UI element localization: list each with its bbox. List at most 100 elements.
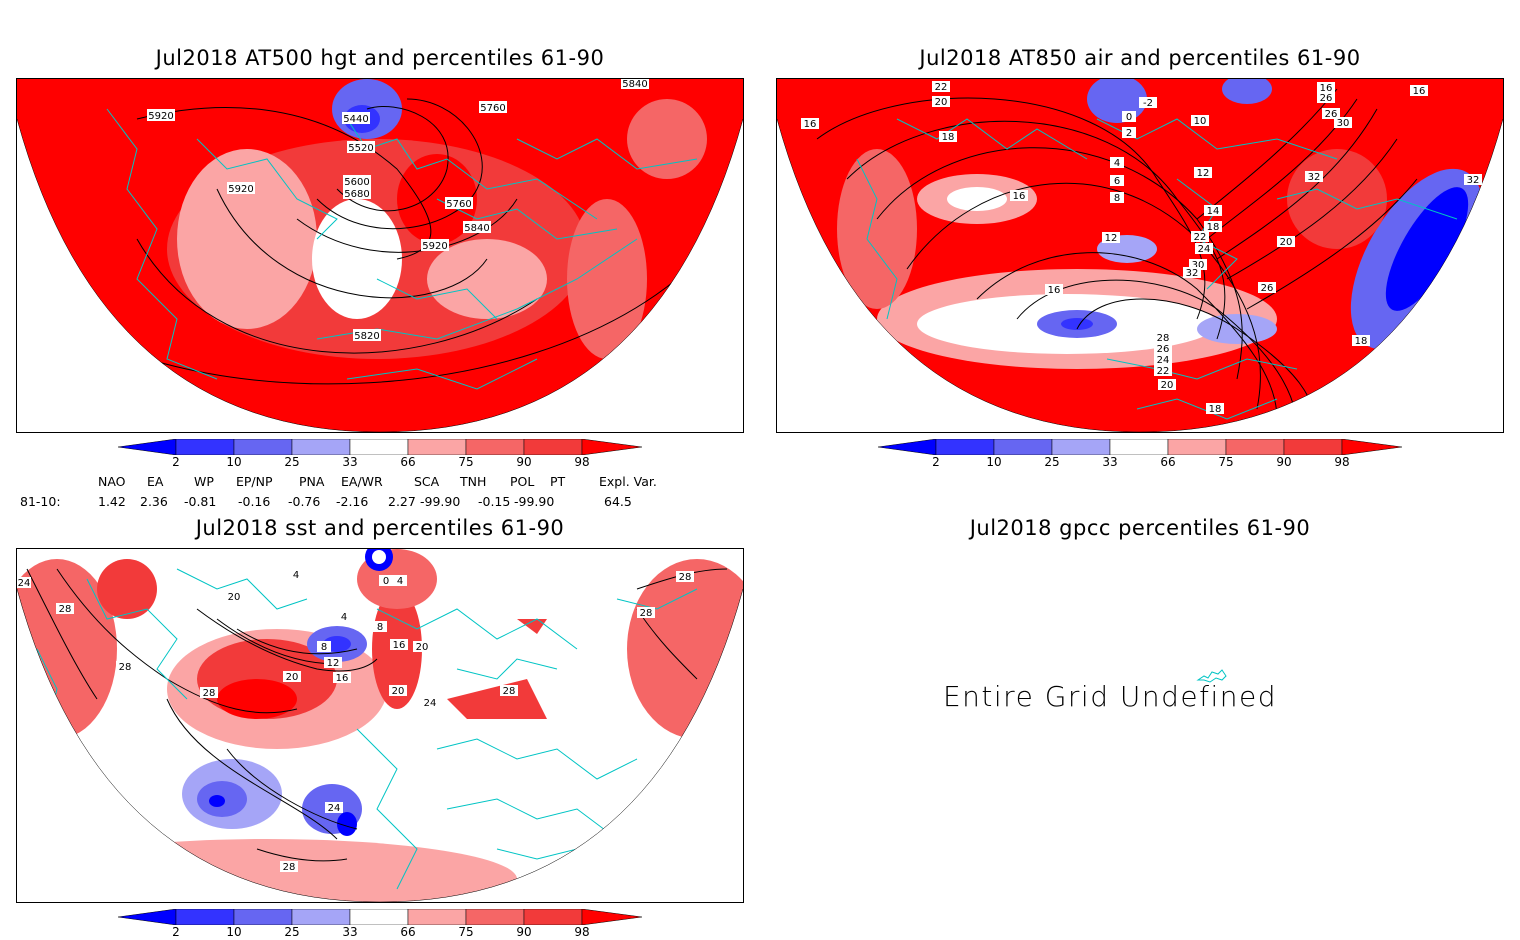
svg-text:5600: 5600 (344, 177, 369, 188)
colorbar-tick: 75 (1218, 455, 1234, 469)
svg-text:8: 8 (377, 622, 383, 633)
contour-label: 24 (421, 697, 439, 709)
contour-label: 28 (200, 687, 218, 699)
index-header: PT (550, 474, 566, 489)
contour-label: 26 (1258, 282, 1276, 294)
svg-text:20: 20 (1161, 380, 1174, 391)
contour-label: 16 (1317, 82, 1335, 94)
contour-label: 0 (379, 575, 393, 587)
contour-label: 26 (1322, 108, 1340, 120)
index-header: TNH (460, 474, 487, 489)
svg-text:28: 28 (1157, 333, 1170, 344)
svg-text:26: 26 (1157, 344, 1170, 355)
contour-label: 5520 (347, 141, 375, 154)
contour-label: 32 (1183, 267, 1201, 279)
svg-text:16: 16 (1048, 285, 1061, 296)
svg-text:20: 20 (1280, 237, 1293, 248)
contour-label: 20 (389, 685, 407, 697)
svg-text:18: 18 (1355, 336, 1368, 347)
contour-label: 5680 (343, 187, 371, 200)
index-header: EP/NP (236, 474, 273, 489)
contour-label: 5920 (147, 109, 175, 122)
svg-text:24: 24 (328, 803, 341, 814)
contour-label: 28 (676, 571, 694, 583)
svg-text:22: 22 (935, 82, 948, 93)
svg-text:-2: -2 (1143, 98, 1153, 109)
map-at850-air: 22 20 18 16 -2 0 2 10 4 6 8 12 16 16 12 … (776, 78, 1504, 433)
svg-text:4: 4 (341, 612, 347, 623)
svg-text:4: 4 (293, 570, 299, 581)
contour-label: 5820 (353, 329, 381, 342)
colorbar-tick: 90 (1276, 455, 1292, 469)
svg-text:28: 28 (503, 686, 516, 697)
colorbar-tick: 2 (172, 925, 180, 939)
contour-label: 5920 (421, 239, 449, 252)
colorbar-tick: 33 (342, 455, 358, 469)
contour-label: 4 (393, 575, 407, 587)
panel-title-at500: Jul2018 AT500 hgt and percentiles 61-90 (155, 46, 605, 70)
svg-text:4: 4 (397, 576, 403, 587)
index-value: -99.90 (514, 494, 555, 509)
svg-text:16: 16 (1013, 191, 1026, 202)
index-value: -0.16 (238, 494, 271, 509)
svg-text:24: 24 (424, 698, 437, 709)
colorbar-tick: 90 (516, 455, 532, 469)
colorbar-tick: 10 (986, 455, 1002, 469)
contour-label: 22 (1191, 231, 1209, 243)
contour-label: 8 (373, 621, 387, 633)
contour-label: 28 (1154, 332, 1172, 344)
contour-label: 8 (317, 641, 331, 653)
index-header: EA/WR (341, 474, 383, 489)
svg-text:26: 26 (1325, 109, 1338, 120)
svg-text:28: 28 (640, 608, 653, 619)
colorbar-tick: 90 (516, 925, 532, 939)
colorbar-at850: 2 10 25 33 66 75 90 98 (877, 438, 1408, 471)
contour-label: 5600 (343, 175, 371, 188)
colorbar-tick: 66 (400, 925, 416, 939)
svg-text:26: 26 (1320, 93, 1333, 104)
index-header: Expl. Var. (599, 474, 657, 489)
contour-label: 20 (932, 96, 950, 108)
contour-label: 16 (1410, 85, 1428, 97)
contour-label: 24 (1154, 354, 1172, 366)
colorbar-tick: 98 (574, 455, 590, 469)
index-value: 2.27 (388, 494, 416, 509)
svg-text:32: 32 (1467, 175, 1480, 186)
svg-text:4: 4 (1114, 158, 1120, 169)
colorbar-tick: 25 (1044, 455, 1060, 469)
index-value: -0.76 (288, 494, 321, 509)
colorbar-tick: 66 (1160, 455, 1176, 469)
svg-text:5680: 5680 (344, 189, 369, 200)
svg-text:5520: 5520 (348, 143, 373, 154)
index-value: -2.16 (336, 494, 369, 509)
contour-label: 20 (413, 641, 431, 653)
svg-text:5920: 5920 (422, 241, 447, 252)
contour-label: 28 (500, 685, 518, 697)
index-value: 64.5 (604, 494, 632, 509)
colorbar-tick: 98 (574, 925, 590, 939)
contour-label: 12 (324, 657, 342, 669)
svg-text:30: 30 (1337, 118, 1350, 129)
map-sst: 24 28 28 28 20 4 0 4 8 4 12 16 16 8 20 2… (16, 548, 744, 903)
contour-label: 16 (333, 672, 351, 684)
contour-label: 4 (1110, 157, 1124, 169)
svg-text:30: 30 (1192, 260, 1205, 271)
svg-text:5760: 5760 (446, 199, 471, 210)
contour-label: 28 (116, 661, 134, 673)
svg-text:0: 0 (1126, 112, 1132, 123)
contour-label: 28 (280, 861, 298, 873)
contour-label: 22 (1154, 365, 1172, 377)
map-at500-hgt: 5920 5440 5760 5840 5520 5600 5680 5920 … (16, 78, 744, 433)
contour-label: 32 (1464, 174, 1482, 186)
contour-label: 18 (1204, 221, 1222, 233)
svg-text:12: 12 (1105, 233, 1118, 244)
svg-text:20: 20 (416, 642, 429, 653)
contour-label: 28 (637, 607, 655, 619)
contour-label: 16 (801, 118, 819, 130)
index-header: POL (510, 474, 535, 489)
colorbar-tick: 10 (226, 455, 242, 469)
contour-label: 18 (1352, 335, 1370, 347)
colorbar-tick: 33 (342, 925, 358, 939)
index-value: -99.90 (420, 494, 461, 509)
svg-text:5920: 5920 (228, 184, 253, 195)
